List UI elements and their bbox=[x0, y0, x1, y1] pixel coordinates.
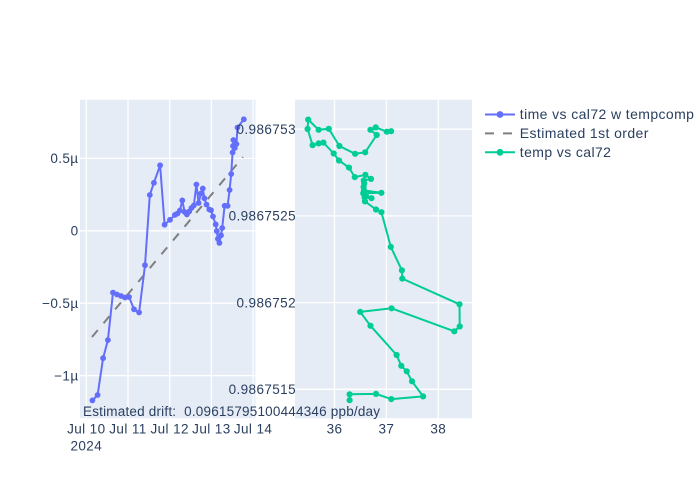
svg-text:0.986752: 0.986752 bbox=[236, 295, 296, 310]
svg-text:Estimated 1st order: Estimated 1st order bbox=[520, 125, 649, 141]
svg-text:Jul 11: Jul 11 bbox=[109, 422, 146, 437]
svg-text:0.9867525: 0.9867525 bbox=[229, 209, 296, 224]
svg-text:0.5µ: 0.5µ bbox=[50, 151, 78, 166]
svg-text:0.986753: 0.986753 bbox=[236, 122, 296, 137]
svg-text:Jul 14: Jul 14 bbox=[234, 422, 273, 437]
svg-text:Jul 13: Jul 13 bbox=[192, 422, 230, 437]
svg-text:37: 37 bbox=[378, 422, 394, 437]
svg-text:temp vs cal72: temp vs cal72 bbox=[520, 144, 612, 160]
svg-text:38: 38 bbox=[430, 422, 446, 437]
svg-text:−0.5µ: −0.5µ bbox=[42, 296, 78, 311]
svg-text:−1µ: −1µ bbox=[54, 368, 78, 383]
svg-text:0: 0 bbox=[71, 224, 79, 239]
svg-text:Jul 12: Jul 12 bbox=[150, 422, 188, 437]
svg-text:Jul 10: Jul 10 bbox=[67, 422, 105, 437]
svg-text:time vs cal72 w tempcomp: time vs cal72 w tempcomp bbox=[520, 106, 695, 122]
svg-text:Estimated drift: 0.0961579510: Estimated drift: 0.09615795100444346 ppb… bbox=[83, 404, 380, 419]
svg-text:2024: 2024 bbox=[70, 439, 102, 454]
svg-text:0.9867515: 0.9867515 bbox=[229, 382, 296, 397]
svg-text:36: 36 bbox=[327, 422, 343, 437]
